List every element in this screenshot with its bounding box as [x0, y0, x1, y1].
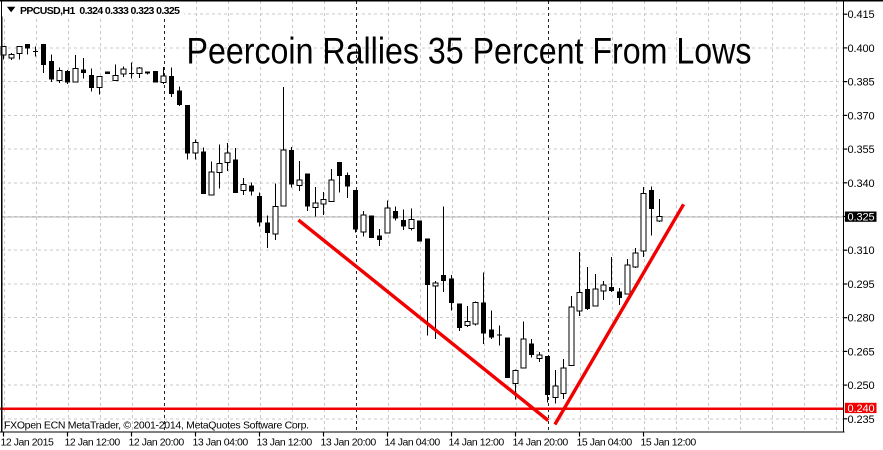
svg-text:0.240: 0.240 — [848, 403, 875, 415]
svg-text:14 Jan 20:00: 14 Jan 20:00 — [513, 436, 569, 448]
svg-text:PPCUSD,H1 0.324 0.333 0.323 0: PPCUSD,H1 0.324 0.333 0.323 0.325 — [20, 5, 180, 17]
svg-text:0.340: 0.340 — [848, 178, 875, 190]
svg-text:0.295: 0.295 — [848, 279, 875, 291]
svg-text:0.385: 0.385 — [848, 77, 875, 89]
svg-text:13 Jan 04:00: 13 Jan 04:00 — [193, 436, 249, 448]
svg-text:12 Jan 2015: 12 Jan 2015 — [1, 436, 54, 448]
svg-text:15 Jan 12:00: 15 Jan 12:00 — [641, 436, 697, 448]
svg-text:0.250: 0.250 — [848, 380, 875, 392]
svg-text:14 Jan 04:00: 14 Jan 04:00 — [385, 436, 441, 448]
svg-text:13 Jan 20:00: 13 Jan 20:00 — [321, 436, 377, 448]
svg-text:14 Jan 12:00: 14 Jan 12:00 — [449, 436, 505, 448]
svg-text:Peercoin Rallies 35 Percent Fr: Peercoin Rallies 35 Percent From Lows — [187, 30, 752, 72]
svg-text:12 Jan 12:00: 12 Jan 12:00 — [65, 436, 121, 448]
svg-text:0.265: 0.265 — [848, 346, 875, 358]
svg-text:15 Jan 04:00: 15 Jan 04:00 — [577, 436, 633, 448]
svg-text:0.415: 0.415 — [848, 9, 875, 21]
svg-text:0.280: 0.280 — [848, 313, 875, 325]
svg-text:13 Jan 12:00: 13 Jan 12:00 — [257, 436, 313, 448]
svg-text:0.370: 0.370 — [848, 110, 875, 122]
svg-text:0.400: 0.400 — [848, 43, 875, 55]
svg-text:FXOpen ECN MetaTrader, © 2001-: FXOpen ECN MetaTrader, © 2001-2014, Meta… — [4, 420, 309, 432]
svg-text:0.325: 0.325 — [848, 212, 875, 224]
svg-text:0.355: 0.355 — [848, 144, 875, 156]
svg-text:0.235: 0.235 — [848, 414, 875, 426]
svg-text:0.310: 0.310 — [848, 245, 875, 257]
svg-text:12 Jan 20:00: 12 Jan 20:00 — [129, 436, 185, 448]
